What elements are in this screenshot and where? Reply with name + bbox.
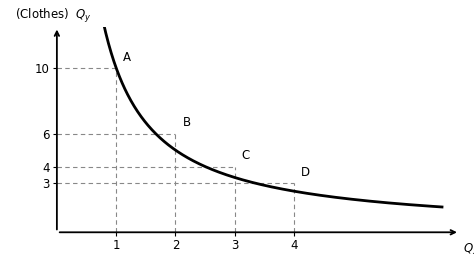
Text: A: A (123, 51, 131, 64)
Text: B: B (182, 116, 191, 129)
Text: $Q_x$ (Food): $Q_x$ (Food) (463, 241, 474, 257)
Text: (Clothes)  $Q_y$: (Clothes) $Q_y$ (15, 7, 92, 25)
Text: D: D (301, 166, 310, 179)
Text: C: C (242, 150, 250, 162)
